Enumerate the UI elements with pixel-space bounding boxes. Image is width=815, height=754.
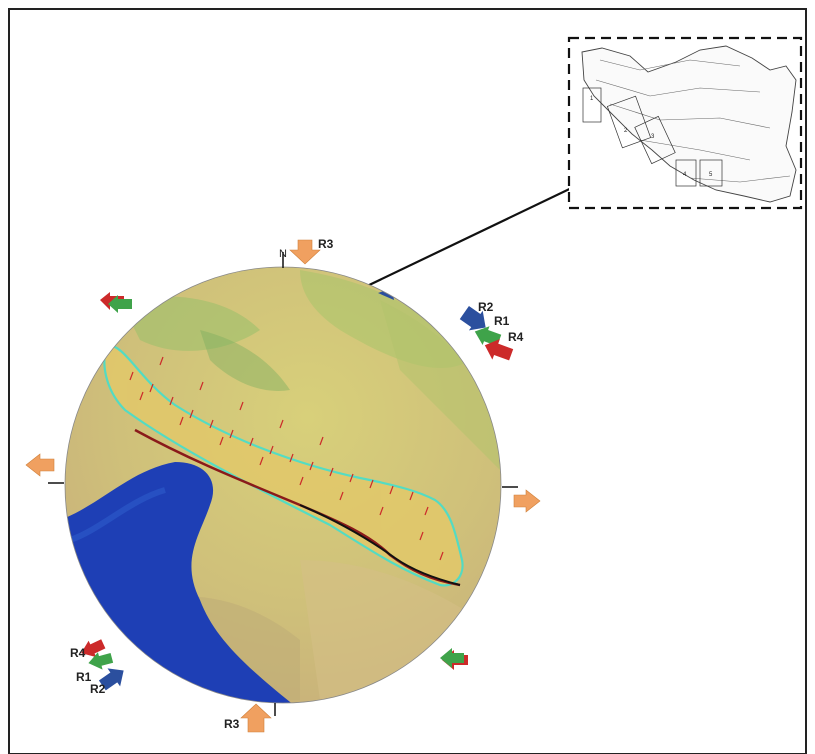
- stress-arrow-pair-se: [440, 648, 468, 670]
- inset-map: 1 2 3 4 5: [567, 36, 803, 210]
- north-label: N: [279, 248, 287, 260]
- main-fault: [299, 504, 461, 586]
- stress-arrow-pair-nw: [100, 292, 132, 313]
- figure-border: [8, 8, 807, 754]
- stress-arrow-r3-bottom: R3: [224, 703, 272, 733]
- shear-zone-outline: [103, 343, 464, 587]
- stress-arrow-west: [25, 453, 55, 477]
- inset-label-4: 4: [683, 172, 687, 178]
- label-r3-top: R3: [318, 237, 334, 251]
- satellite-map: [65, 267, 501, 703]
- stress-arrows-sw: R4 R1 R2: [70, 639, 124, 696]
- inset-label-3: 3: [651, 134, 655, 140]
- stress-arrows-ne: R2 R1 R4: [459, 300, 524, 361]
- label-r2-ne: R2: [478, 300, 494, 314]
- label-r1-ne: R1: [494, 314, 510, 328]
- stress-arrow-r3-top: R3: [289, 237, 334, 265]
- fault-ticks: [129, 356, 444, 561]
- inset-label-5: 5: [709, 172, 713, 178]
- label-r3-bottom: R3: [224, 717, 240, 731]
- label-r2-sw: R2: [90, 682, 106, 696]
- label-r4-sw: R4: [70, 646, 86, 660]
- stress-arrow-east: [513, 489, 541, 513]
- inset-label-2: 2: [624, 128, 628, 134]
- label-r4-ne: R4: [508, 330, 524, 344]
- label-r1-sw: R1: [76, 670, 92, 684]
- inset-label-1: 1: [590, 96, 594, 102]
